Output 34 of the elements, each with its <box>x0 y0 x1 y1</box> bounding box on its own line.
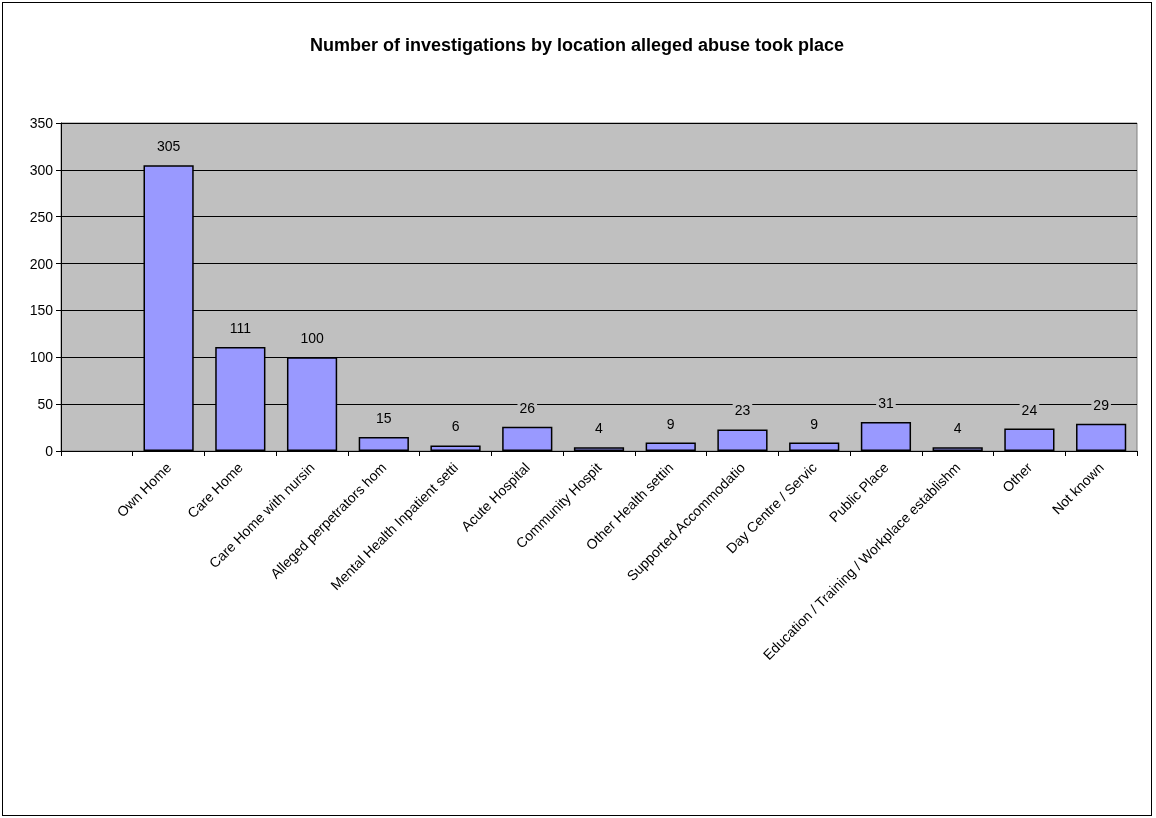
bar <box>430 445 481 451</box>
data-label: 305 <box>156 138 181 155</box>
bar <box>573 447 625 451</box>
bar <box>502 426 553 451</box>
y-tick-label: 250 <box>29 208 54 225</box>
data-label: 111 <box>229 319 252 336</box>
y-tick-label: 100 <box>29 349 54 366</box>
y-tick-label: 150 <box>29 302 54 319</box>
data-label: 31 <box>878 394 894 411</box>
data-label: 6 <box>451 418 460 435</box>
data-label: 4 <box>595 420 604 437</box>
bar <box>789 442 840 451</box>
data-label: 26 <box>519 399 536 416</box>
data-label: 15 <box>376 409 392 426</box>
bar <box>717 429 768 451</box>
bar <box>358 436 409 451</box>
data-label: 24 <box>1021 401 1038 418</box>
data-label: 100 <box>300 330 324 347</box>
data-label: 4 <box>953 420 962 437</box>
y-tick-label: 50 <box>37 396 54 413</box>
bar <box>645 442 696 451</box>
y-tick-label: 0 <box>45 443 54 459</box>
data-label: 23 <box>734 402 751 419</box>
y-tick-label: 300 <box>29 161 54 178</box>
y-tick-label: 200 <box>29 255 54 272</box>
data-label: 9 <box>810 415 819 432</box>
data-label: 29 <box>1093 396 1110 413</box>
bar <box>1004 428 1055 451</box>
bar <box>932 447 983 451</box>
y-tick-label: 350 <box>29 115 54 131</box>
bar <box>860 421 912 451</box>
data-label: 9 <box>666 415 675 432</box>
bar <box>1076 423 1127 451</box>
chart-title: Number of investigations by location alleged abuse took place <box>309 35 845 55</box>
